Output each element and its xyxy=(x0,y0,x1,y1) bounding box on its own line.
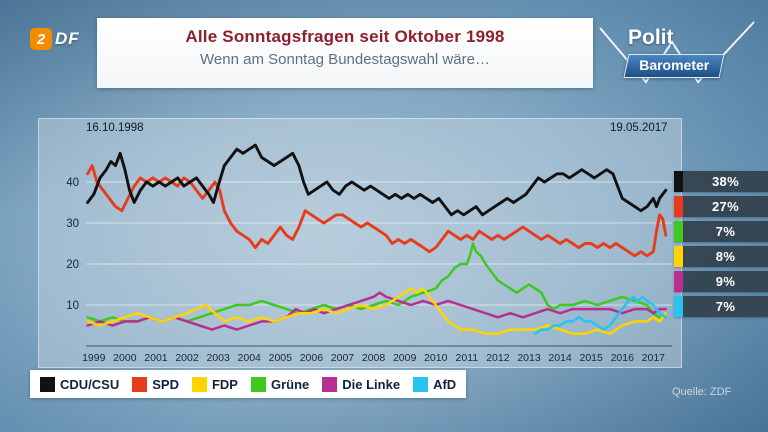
legend-swatch xyxy=(191,376,207,392)
politbarometer-logo: Polit Barometer xyxy=(596,16,764,90)
result-badge-Grüne: 7% xyxy=(674,221,768,242)
zdf-logo: 2 DF xyxy=(30,28,80,50)
result-badge-CDU/CSU: 38% xyxy=(674,171,768,192)
zdf-logo-mark: 2 xyxy=(30,28,52,50)
legend-item-CDU/CSU: CDU/CSU xyxy=(40,376,120,392)
barometer-wordmark: Barometer xyxy=(639,57,710,73)
legend-swatch xyxy=(40,376,55,392)
page-title: Alle Sonntagsfragen seit Oktober 1998 xyxy=(185,27,505,46)
legend-label: Die Linke xyxy=(342,376,401,392)
legend-label: FDP xyxy=(211,376,238,392)
result-badge-AfD: 7% xyxy=(674,296,768,317)
party-color-tab xyxy=(674,196,683,217)
result-value: 27% xyxy=(683,196,768,217)
chart-panel xyxy=(38,118,682,368)
legend-swatch xyxy=(132,376,148,392)
legend-bar: CDU/CSU SPD FDP Grüne Die Linke AfD xyxy=(30,370,467,398)
result-value: 8% xyxy=(683,246,768,267)
party-color-tab xyxy=(674,271,683,292)
chart-start-date: 16.10.1998 xyxy=(86,122,144,134)
legend-item-FDP: FDP xyxy=(191,376,238,392)
legend-item-AfD: AfD xyxy=(413,376,457,392)
result-badges: 38% 27% 7% 8% 9% 7% xyxy=(674,171,768,317)
party-color-tab xyxy=(674,246,683,267)
result-value: 9% xyxy=(683,271,768,292)
result-value: 7% xyxy=(683,296,768,317)
polit-wordmark: Polit xyxy=(628,26,674,49)
result-value: 7% xyxy=(683,221,768,242)
result-badge-FDP: 8% xyxy=(674,246,768,267)
legend-item-Die Linke: Die Linke xyxy=(322,376,401,392)
page-subtitle: Wenn am Sonntag Bundestagswahl wäre… xyxy=(200,51,490,68)
party-color-tab xyxy=(674,171,683,192)
chart-end-date: 19.05.2017 xyxy=(610,122,668,134)
result-badge-SPD: 27% xyxy=(674,196,768,217)
legend-label: CDU/CSU xyxy=(60,376,120,392)
result-badge-Die Linke: 9% xyxy=(674,271,768,292)
legend-item-SPD: SPD xyxy=(132,376,179,392)
legend-swatch xyxy=(413,376,429,392)
barometer-badge: Barometer xyxy=(623,54,725,78)
legend-swatch xyxy=(322,376,338,392)
legend-label: AfD xyxy=(433,376,457,392)
legend-label: Grüne xyxy=(270,376,310,392)
zdf-logo-text: DF xyxy=(55,29,80,48)
party-color-tab xyxy=(674,221,683,242)
legend-swatch xyxy=(250,376,266,392)
party-color-tab xyxy=(674,296,683,317)
header-band: Alle Sonntagsfragen seit Oktober 1998 We… xyxy=(97,18,593,88)
legend-item-Grüne: Grüne xyxy=(250,376,310,392)
result-value: 38% xyxy=(683,171,768,192)
source-credit: Quelle: ZDF xyxy=(672,386,732,398)
legend-label: SPD xyxy=(152,376,179,392)
checkmark-icon xyxy=(599,21,755,84)
